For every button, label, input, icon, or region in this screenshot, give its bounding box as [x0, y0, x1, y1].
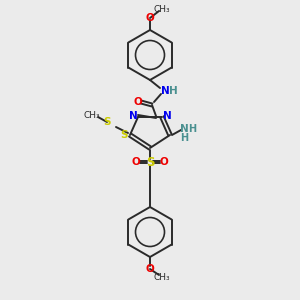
Text: N: N — [163, 111, 171, 121]
Text: O: O — [146, 13, 154, 23]
Text: N: N — [160, 86, 169, 96]
Text: N: N — [129, 111, 137, 121]
Text: H: H — [180, 133, 188, 143]
Text: H: H — [169, 86, 177, 96]
Text: CH₃: CH₃ — [84, 110, 100, 119]
Text: O: O — [132, 157, 140, 167]
Text: S: S — [103, 117, 111, 127]
Text: N: N — [180, 124, 188, 134]
Text: S: S — [146, 155, 154, 169]
Text: O: O — [160, 157, 168, 167]
Text: O: O — [146, 264, 154, 274]
Text: H: H — [188, 124, 196, 134]
Text: S: S — [120, 130, 128, 140]
Text: O: O — [134, 97, 142, 107]
Text: CH₃: CH₃ — [154, 272, 170, 281]
Text: CH₃: CH₃ — [154, 5, 170, 14]
